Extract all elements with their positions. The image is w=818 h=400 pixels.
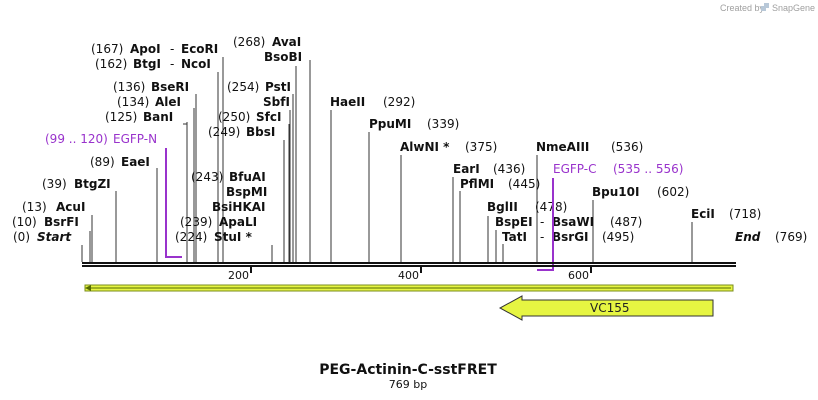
site-bbsi[interactable]: BbsI: [246, 125, 275, 139]
site-start-pos: (0): [13, 230, 30, 244]
site-bsihkai[interactable]: BsiHKAI: [212, 200, 266, 214]
site-bbsi-pos: (249): [208, 125, 240, 139]
site-bfuai[interactable]: BfuAI: [229, 170, 266, 184]
site-bseri[interactable]: BseRI: [151, 80, 189, 94]
site-avai[interactable]: AvaI: [272, 35, 301, 49]
feature-egfp-c-label[interactable]: EGFP-C: [553, 162, 596, 176]
site-end[interactable]: End: [735, 230, 761, 244]
site-ppumi-pos: (339): [427, 117, 459, 131]
site-eari-pos: (436): [493, 162, 525, 176]
site-bfuai-pos: (243): [191, 170, 223, 184]
site-bspmi[interactable]: BspMI: [226, 185, 267, 199]
site-separator: -: [170, 57, 174, 71]
site-haeii[interactable]: HaeII: [330, 95, 365, 109]
site-apoi[interactable]: ApoI: [130, 42, 161, 56]
site-apali[interactable]: ApaLI: [219, 215, 257, 229]
site-bsrgi[interactable]: BsrGI: [552, 230, 589, 244]
site-eaei-pos: (89): [90, 155, 115, 169]
tick-label: 400: [398, 269, 419, 282]
egfp-c-bracket[interactable]: [537, 178, 554, 271]
site-alei-pos: (134): [117, 95, 149, 109]
site-sfci[interactable]: SfcI: [256, 110, 281, 124]
site-apali-pos: (239): [180, 215, 212, 229]
site-nmeaiii[interactable]: NmeAIII: [536, 140, 589, 154]
site-ncoi[interactable]: NcoI: [181, 57, 211, 71]
tick-label: 600: [568, 269, 589, 282]
site-bsrfi-pos: (10): [12, 215, 37, 229]
snapgene-logo-icon: [761, 3, 769, 11]
feature-egfp-n-label[interactable]: EGFP-N: [113, 132, 157, 146]
feature-egfp-c-range: (535 .. 556): [613, 162, 683, 176]
tick-label: 200: [228, 269, 249, 282]
site-tati[interactable]: TatI: [502, 230, 527, 244]
site-bsawi-pos: (487): [610, 215, 642, 229]
site-acui-pos: (13): [22, 200, 47, 214]
map-title: PEG-Actinin-C-sstFRET: [319, 362, 497, 378]
egfp-n-bracket[interactable]: [165, 148, 182, 258]
feature-vc155-label: VC155: [590, 301, 630, 315]
map-length: 769 bp: [389, 378, 427, 391]
site-lines: [81, 57, 693, 262]
site-bsobi[interactable]: BsoBI: [264, 50, 302, 64]
ruler: 200 400 600: [228, 267, 592, 282]
site-btgzi[interactable]: BtgZI: [74, 177, 111, 191]
site-btgi[interactable]: BtgI: [133, 57, 161, 71]
full-length-arrow[interactable]: [84, 284, 734, 292]
site-bspei[interactable]: BspEI: [495, 215, 533, 229]
site-avai-pos: (268): [233, 35, 265, 49]
feature-brackets: [165, 148, 554, 271]
site-sfci-pos: (250): [218, 110, 250, 124]
site-bseri-pos: (136): [113, 80, 145, 94]
site-bsrgi-pos: (495): [602, 230, 634, 244]
site-bglii[interactable]: BglII: [487, 200, 518, 214]
site-separator: -: [170, 42, 174, 56]
site-psti-pos: (254): [227, 80, 259, 94]
site-ecori[interactable]: EcoRI: [181, 42, 218, 56]
site-bani[interactable]: BanI: [143, 110, 173, 124]
site-stui-pos: (224): [175, 230, 207, 244]
site-bani-pos: (125): [105, 110, 137, 124]
site-acui[interactable]: AcuI: [56, 200, 85, 214]
site-btgzi-pos: (39): [42, 177, 67, 191]
site-bsawi[interactable]: BsaWI: [552, 215, 594, 229]
credit-text: Created by: [720, 3, 765, 13]
site-bpu10i-pos: (602): [657, 185, 689, 199]
site-eaei[interactable]: EaeI: [121, 155, 150, 169]
site-btgi-pos: (162): [95, 57, 127, 71]
backbone: [82, 262, 736, 267]
feature-egfp-n-range: (99 .. 120): [45, 132, 108, 146]
site-stui[interactable]: StuI *: [214, 230, 253, 244]
site-sbfi[interactable]: SbfI: [263, 95, 290, 109]
site-apoi-pos: (167): [91, 42, 123, 56]
site-pflmi[interactable]: PflMI: [460, 177, 494, 191]
site-alwni-pos: (375): [465, 140, 497, 154]
credit-brand[interactable]: SnapGene: [772, 3, 815, 13]
site-ecii-pos: (718): [729, 207, 761, 221]
site-separator: -: [540, 230, 544, 244]
site-ppumi[interactable]: PpuMI: [369, 117, 411, 131]
site-haeii-pos: (292): [383, 95, 415, 109]
site-eari[interactable]: EarI: [453, 162, 480, 176]
site-separator: -: [540, 215, 544, 229]
site-pflmi-pos: (445): [508, 177, 540, 191]
site-bpu10i[interactable]: Bpu10I: [592, 185, 639, 199]
site-start[interactable]: Start: [37, 230, 72, 244]
site-bglii-pos: (478): [535, 200, 567, 214]
site-end-pos: (769): [775, 230, 807, 244]
site-psti[interactable]: PstI: [265, 80, 291, 94]
site-bsrfi[interactable]: BsrFI: [44, 215, 79, 229]
site-ecii[interactable]: EciI: [691, 207, 715, 221]
site-nmeaiii-pos: (536): [611, 140, 643, 154]
site-alwni[interactable]: AlwNI *: [400, 140, 450, 154]
feature-vc155[interactable]: VC155: [498, 295, 714, 321]
site-alei[interactable]: AleI: [155, 95, 181, 109]
